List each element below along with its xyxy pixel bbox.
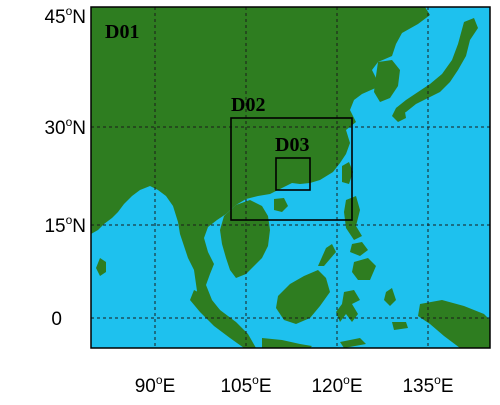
island-java <box>262 338 312 348</box>
map-frame <box>90 6 491 349</box>
lon-label-135: 135oE <box>402 373 453 397</box>
lat-label-30: 30oN <box>44 115 86 139</box>
island-palawan <box>318 244 336 266</box>
island-kyushu <box>392 106 406 122</box>
peninsula-korea <box>374 60 400 102</box>
domain-label-d01: D01 <box>105 21 139 43</box>
longitude-labels: 90oE 105oE 120oE 135oE <box>135 373 454 397</box>
island-sumatra <box>190 290 256 348</box>
island-timor <box>340 338 366 348</box>
lon-label-105: 105oE <box>220 373 271 397</box>
island-taiwan <box>342 162 353 184</box>
domain-box-d03 <box>275 157 311 191</box>
island-seram <box>392 322 408 330</box>
landmass-asia <box>91 7 430 323</box>
lon-label-90: 90oE <box>135 373 176 397</box>
gridlines <box>91 7 490 348</box>
lat-label-15: 15oN <box>44 213 86 237</box>
domain-label-d02: D02 <box>231 94 265 116</box>
lat-label-45: 45oN <box>44 4 86 28</box>
lon-label-120: 120oE <box>311 373 362 397</box>
island-mindanao <box>352 258 376 280</box>
lat-label-0: 0 <box>51 309 62 330</box>
island-hainan <box>274 198 288 212</box>
island-visayas <box>350 242 368 256</box>
island-halmahera <box>384 288 396 306</box>
island-newguinea <box>418 300 490 348</box>
island-sulawesi <box>336 290 360 322</box>
domain-label-d03: D03 <box>275 134 309 156</box>
island-borneo <box>276 270 330 324</box>
island-japan <box>396 18 478 116</box>
island-luzon <box>344 196 362 240</box>
domain-box-d02 <box>230 117 353 221</box>
island-srilanka <box>96 258 106 276</box>
latitude-labels: 45oN 30oN 15oN 0 <box>44 4 86 330</box>
map-panel <box>91 7 490 348</box>
